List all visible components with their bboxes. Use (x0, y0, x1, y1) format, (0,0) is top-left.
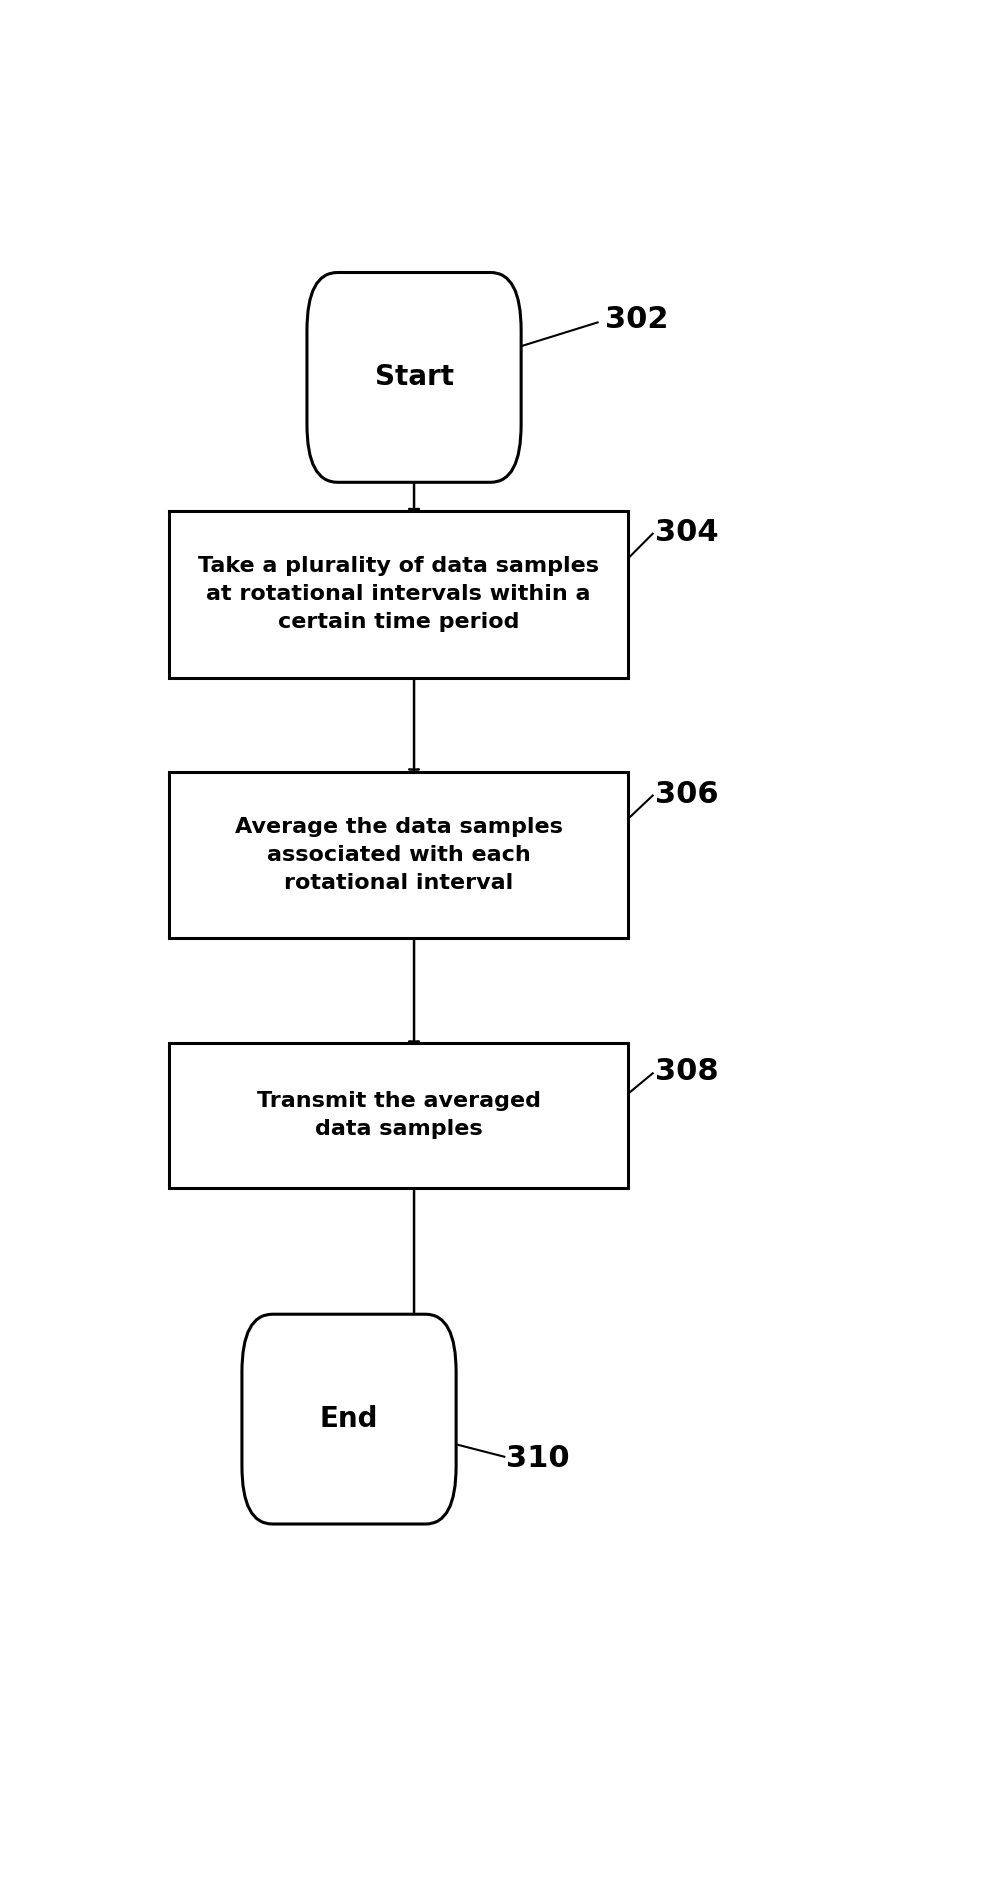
Text: 302: 302 (604, 304, 669, 334)
Bar (170, 772, 627, 938)
Text: Transmit the averaged
data samples: Transmit the averaged data samples (256, 1092, 540, 1139)
Bar (170, 1043, 627, 1188)
Text: 306: 306 (655, 780, 718, 808)
FancyBboxPatch shape (307, 272, 521, 483)
Bar (170, 511, 627, 678)
FancyBboxPatch shape (242, 1313, 456, 1524)
Text: Take a plurality of data samples
at rotational intervals within a
certain time p: Take a plurality of data samples at rota… (198, 556, 599, 633)
Text: Average the data samples
associated with each
rotational interval: Average the data samples associated with… (235, 817, 562, 893)
Text: 308: 308 (655, 1058, 718, 1086)
Text: Start: Start (374, 363, 454, 391)
Text: 310: 310 (506, 1443, 569, 1473)
Text: 304: 304 (655, 519, 718, 547)
Text: End: End (319, 1405, 378, 1434)
